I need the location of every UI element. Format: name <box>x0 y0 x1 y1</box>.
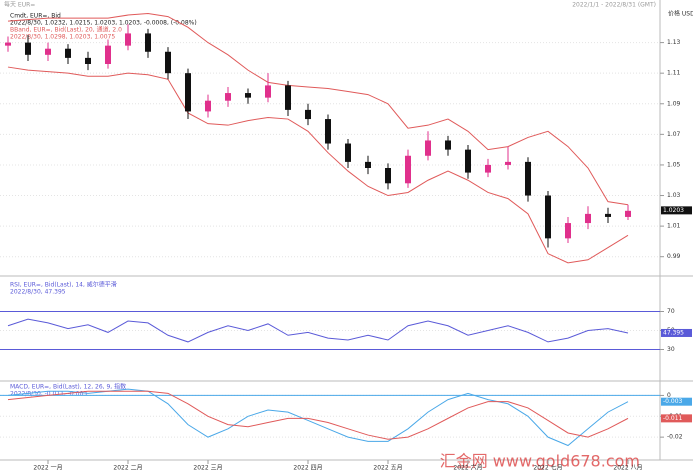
y-tick-label: -0.02 <box>667 434 683 441</box>
panel-subtitle: 2022/8/30, 1.0232, 1.0215, 1.0203, 1.020… <box>10 20 197 27</box>
band-line <box>7 13 629 206</box>
value-tag-label: -0.011 <box>663 415 683 422</box>
x-tick-label: 2022 八月 <box>613 465 642 472</box>
axis-unit: 价格 USD <box>668 10 693 18</box>
candle-body <box>185 73 191 112</box>
x-tick-label: 2022 六月 <box>453 464 482 472</box>
panel-title: RSI, EUR=, Bid(Last), 14, 威尔德平滑 <box>10 281 117 289</box>
y-tick-label: 1.05 <box>667 161 681 168</box>
panel-title: Cmdt, EUR=, Bid <box>10 13 61 20</box>
value-tag-label: -0.003 <box>663 398 683 405</box>
indicator-line <box>7 390 629 440</box>
candle-body <box>325 119 331 144</box>
price-tag-label: 1.0203 <box>663 207 684 214</box>
candle-body <box>505 161 511 165</box>
y-tick-label: 1.03 <box>667 192 681 199</box>
value-tag <box>661 328 692 337</box>
candle-body <box>425 140 431 156</box>
value-tag <box>661 414 692 423</box>
candle-body <box>225 93 231 101</box>
band-line <box>7 66 629 264</box>
x-tick-label: 2022 三月 <box>193 465 222 472</box>
watermark: 汇金网 www.gold678.com <box>440 452 640 471</box>
y-tick-label: 0.99 <box>667 253 681 260</box>
candle-body <box>65 48 71 58</box>
candle-body <box>545 195 551 239</box>
header-left: 每天 EUR= <box>4 1 35 9</box>
candle-body <box>365 161 371 168</box>
y-tick-label: 1.01 <box>667 223 681 230</box>
y-tick-label: 70 <box>667 308 675 315</box>
candle-body <box>405 155 411 184</box>
annotation: BBand, EUR=, Bid(Last), 20, 通道, 2.0 <box>10 26 122 34</box>
y-tick-label: 1.11 <box>667 70 681 77</box>
x-tick-label: 2022 四月 <box>293 465 322 472</box>
candle-body <box>525 161 531 196</box>
y-tick-label: 1.07 <box>667 131 681 138</box>
candle-body <box>165 51 171 74</box>
candle-body <box>585 213 591 224</box>
x-tick-label: 2022 五月 <box>373 465 402 472</box>
y-tick-label: 1.13 <box>667 39 681 46</box>
candle-body <box>485 164 491 173</box>
candle-body <box>205 100 211 112</box>
candle-body <box>385 168 391 184</box>
panel-subtitle: 2022/8/30, -0.011, -0.003 <box>10 391 87 398</box>
candle-body <box>85 57 91 64</box>
annotation: 2022/8/30, 1.0298, 1.0203, 1.0075 <box>10 34 115 41</box>
candle-body <box>625 210 631 217</box>
candle-body <box>5 42 11 46</box>
candle-body <box>285 85 291 110</box>
value-tag <box>661 397 692 406</box>
price-tag <box>661 206 692 215</box>
x-tick-label: 2022 七月 <box>533 464 562 472</box>
panel-title: MACD, EUR=, Bid(Last), 12, 26, 9, 指数 <box>10 383 126 391</box>
candle-body <box>605 213 611 217</box>
candle-body <box>25 42 31 55</box>
panel-subtitle: 2022/8/30, 47.395 <box>10 289 66 296</box>
candle-body <box>345 143 351 162</box>
candle-body <box>305 109 311 120</box>
header-right: 2022/1/1 - 2022/8/31 (GMT) <box>572 2 656 9</box>
y-tick-label: 0 <box>667 392 671 399</box>
y-tick-label: 1.09 <box>667 100 681 107</box>
y-tick-label: 30 <box>667 346 675 353</box>
candle-body <box>45 48 51 55</box>
candle-body <box>105 45 111 64</box>
candle-body <box>145 33 151 52</box>
candle-body <box>125 33 131 46</box>
value-tag-label: 47.395 <box>663 329 684 336</box>
x-tick-label: 2022 二月 <box>113 465 142 472</box>
candle-body <box>465 149 471 173</box>
indicator-line <box>7 318 629 343</box>
candle-body <box>245 93 251 98</box>
x-tick-label: 2022 一月 <box>33 465 62 472</box>
candle-body <box>565 223 571 239</box>
candle-body <box>445 140 451 150</box>
candle-body <box>265 85 271 98</box>
